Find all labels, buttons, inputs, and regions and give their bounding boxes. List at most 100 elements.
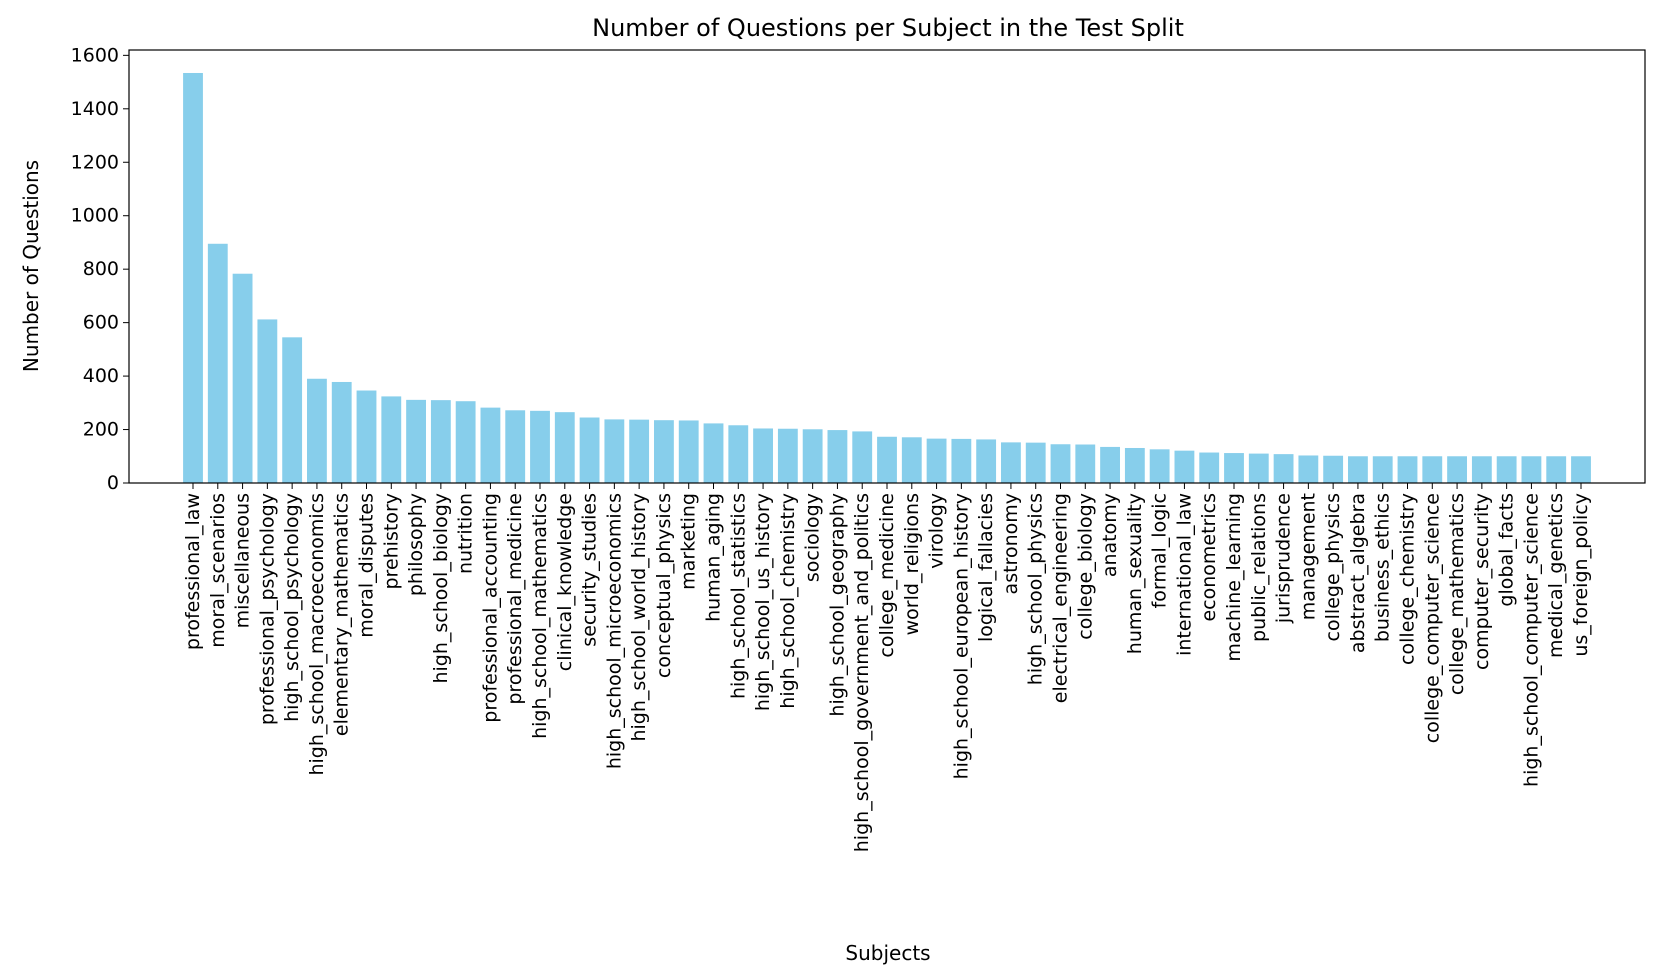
x-tick-label-management: management	[1297, 493, 1319, 620]
x-tick-label-college_biology: college_biology	[1074, 493, 1096, 640]
x-tick-label-high_school_macroeconomics: high_school_macroeconomics	[306, 493, 328, 776]
y-tick-label-600: 600	[83, 312, 119, 334]
bar-high_school_microeconomics	[604, 419, 625, 483]
bar-public_relations	[1248, 453, 1269, 483]
bar-abstract_algebra	[1348, 456, 1368, 483]
x-tick-label-machine_learning: machine_learning	[1223, 493, 1245, 662]
bar-marketing	[678, 420, 699, 483]
x-tick-label-college_mathematics: college_mathematics	[1446, 493, 1468, 695]
x-tick-label-clinical_knowledge: clinical_knowledge	[554, 493, 576, 671]
x-tick-label-high_school_psychology: high_school_psychology	[281, 493, 303, 722]
bar-high_school_world_history	[629, 419, 650, 483]
bar-us_foreign_policy	[1571, 456, 1591, 483]
bars-group	[183, 72, 1591, 484]
bar-high_school_biology	[430, 400, 451, 483]
bar-astronomy	[1001, 442, 1021, 483]
bar-high_school_government_and_politics	[852, 431, 873, 483]
x-tick-label-high_school_computer_science: high_school_computer_science	[1520, 493, 1542, 787]
bar-high_school_european_history	[951, 438, 972, 483]
bar-management	[1298, 455, 1319, 483]
x-tick-label-nutrition: nutrition	[455, 493, 477, 574]
x-tick-label-high_school_mathematics: high_school_mathematics	[529, 493, 551, 739]
bar-sociology	[802, 429, 823, 483]
bar-high_school_psychology	[282, 337, 303, 483]
y-tick-label-200: 200	[83, 419, 119, 441]
x-tick-label-college_medicine: college_medicine	[876, 493, 898, 658]
bar-global_facts	[1496, 456, 1517, 483]
bar-computer_security	[1471, 456, 1492, 483]
x-tick-label-abstract_algebra: abstract_algebra	[1347, 493, 1369, 653]
x-tick-label-astronomy: astronomy	[1000, 493, 1022, 594]
bar-philosophy	[406, 399, 426, 483]
bar-electrical_engineering	[1050, 444, 1071, 483]
x-tick-label-marketing: marketing	[678, 493, 700, 590]
x-tick-label-business_ethics: business_ethics	[1372, 493, 1394, 642]
x-tick-label-college_physics: college_physics	[1322, 493, 1344, 641]
x-tick-label-us_foreign_policy: us_foreign_policy	[1570, 493, 1592, 657]
x-tick-label-high_school_european_history: high_school_european_history	[950, 493, 972, 779]
bar-security_studies	[579, 417, 600, 483]
bar-world_religions	[901, 437, 922, 483]
bar-college_computer_science	[1422, 456, 1443, 483]
y-tick-label-400: 400	[83, 365, 119, 387]
x-tick-label-virology: virology	[926, 493, 948, 569]
x-tick-label-medical_genetics: medical_genetics	[1545, 493, 1567, 658]
bar-professional_law	[183, 72, 203, 484]
y-tick-label-0: 0	[107, 472, 119, 494]
x-tick-label-professional_medicine: professional_medicine	[504, 493, 526, 705]
bar-college_mathematics	[1447, 456, 1467, 483]
y-tick-label-800: 800	[83, 258, 119, 280]
x-tick-label-high_school_world_history: high_school_world_history	[628, 493, 650, 742]
x-tick-label-miscellaneous: miscellaneous	[232, 493, 254, 628]
bar-prehistory	[381, 396, 402, 483]
bar-college_medicine	[877, 436, 897, 483]
bar-clinical_knowledge	[554, 412, 575, 483]
bar-college_chemistry	[1397, 456, 1418, 483]
x-tick-label-high_school_geography: high_school_geography	[826, 493, 848, 717]
x-tick-label-elementary_mathematics: elementary_mathematics	[331, 493, 353, 736]
x-tick-label-logical_fallacies: logical_fallacies	[975, 493, 997, 642]
x-tick-label-prehistory: prehistory	[380, 493, 402, 590]
bar-moral_scenarios	[207, 243, 228, 483]
bar-nutrition	[455, 401, 476, 483]
x-tick-label-jurisprudence: jurisprudence	[1273, 493, 1295, 624]
x-tick-label-high_school_chemistry: high_school_chemistry	[777, 493, 799, 709]
x-tick-label-human_sexuality: human_sexuality	[1124, 493, 1146, 654]
x-tick-label-econometrics: econometrics	[1198, 493, 1220, 622]
bar-miscellaneous	[232, 273, 253, 483]
x-tick-label-high_school_statistics: high_school_statistics	[727, 493, 749, 699]
x-tick-label-professional_law: professional_law	[182, 493, 204, 650]
bar-business_ethics	[1372, 456, 1393, 483]
bar-professional_psychology	[257, 319, 278, 483]
x-tick-label-global_facts: global_facts	[1496, 493, 1518, 607]
bar-college_physics	[1323, 455, 1344, 483]
bar-formal_logic	[1149, 449, 1170, 483]
x-tick-label-high_school_us_history: high_school_us_history	[752, 493, 774, 711]
bar-high_school_chemistry	[777, 428, 798, 483]
bar-conceptual_physics	[654, 420, 674, 483]
x-tick-label-formal_logic: formal_logic	[1149, 493, 1171, 608]
bar-jurisprudence	[1273, 454, 1294, 483]
x-tick-label-high_school_biology: high_school_biology	[430, 493, 452, 684]
x-tick-label-electrical_engineering: electrical_engineering	[1050, 493, 1072, 703]
x-tick-label-high_school_government_and_politics: high_school_government_and_politics	[851, 493, 873, 852]
bar-anatomy	[1100, 446, 1120, 483]
bar-logical_fallacies	[976, 439, 997, 483]
y-tick-label-1200: 1200	[71, 151, 119, 173]
x-tick-label-human_aging: human_aging	[703, 493, 725, 622]
x-tick-label-international_law: international_law	[1173, 493, 1195, 656]
x-tick-label-world_religions: world_religions	[901, 493, 923, 635]
x-tick-label-high_school_physics: high_school_physics	[1025, 493, 1047, 685]
x-tick-label-moral_scenarios: moral_scenarios	[207, 493, 229, 648]
x-tick-label-public_relations: public_relations	[1248, 493, 1270, 642]
bar-high_school_us_history	[753, 428, 773, 483]
bar-machine_learning	[1224, 453, 1244, 483]
x-tick-label-computer_security: computer_security	[1471, 493, 1493, 670]
x-axis: professional_law moral_scenarios miscellan…	[182, 483, 1592, 852]
x-tick-label-philosophy: philosophy	[405, 493, 427, 596]
bar-high_school_computer_science	[1521, 456, 1542, 483]
bar-virology	[926, 438, 947, 483]
bar-high_school_statistics	[728, 425, 749, 483]
bar-college_biology	[1075, 444, 1096, 483]
